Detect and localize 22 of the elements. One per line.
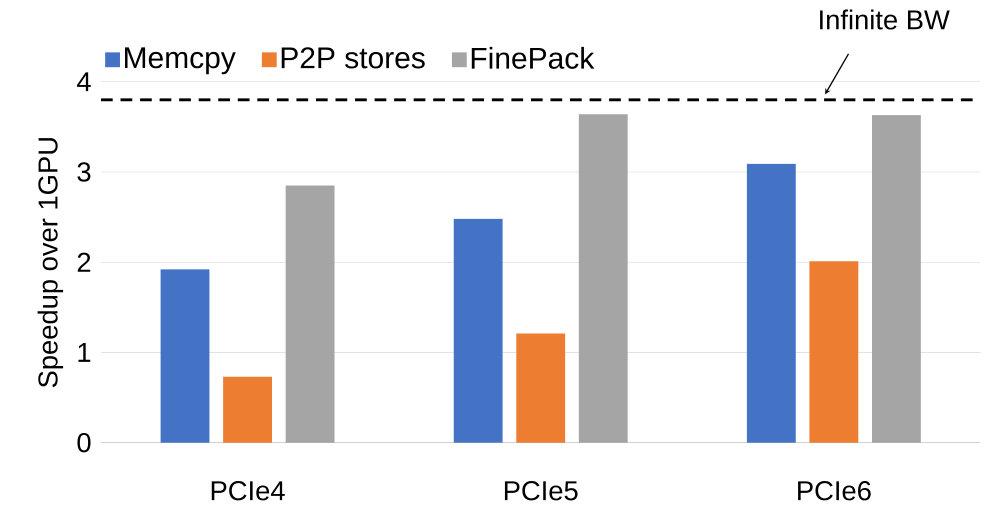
bar — [872, 115, 921, 443]
bar — [160, 269, 210, 443]
x-tick-label: PCIe6 — [798, 481, 871, 500]
bar — [223, 376, 272, 443]
bar — [746, 164, 796, 443]
bar — [516, 333, 566, 443]
y-tick-label: 2 — [78, 252, 90, 272]
legend-label: Memcpy — [125, 47, 236, 74]
x-tick-label: PCIe5 — [504, 481, 578, 500]
y-tick-label: 1 — [78, 343, 90, 362]
y-tick-label: 3 — [77, 162, 90, 182]
bar — [286, 186, 335, 443]
bar — [578, 114, 628, 443]
legend-label: P2P stores — [282, 47, 425, 68]
x-tick-label: PCIe4 — [212, 481, 285, 500]
y-axis-title: Speedup over 1GPU — [38, 138, 64, 388]
ref-line-label: Infinite BW — [820, 9, 950, 30]
y-tick-label: 0 — [77, 432, 91, 452]
bar — [454, 218, 503, 443]
y-tick-label: 4 — [77, 72, 91, 92]
bar — [809, 261, 858, 443]
legend-label: FinePack — [472, 46, 594, 69]
